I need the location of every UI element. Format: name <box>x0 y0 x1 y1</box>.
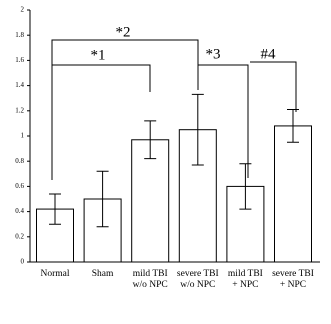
y-tick-label: 1 <box>21 132 25 140</box>
y-tick-label: 0.4 <box>15 207 24 215</box>
annotation: *1 <box>91 47 106 63</box>
error-bar <box>144 120 157 160</box>
y-tick-label: 1.4 <box>15 81 24 89</box>
y-tick-label: 0 <box>21 258 25 266</box>
y-tick-label: 0.8 <box>15 157 24 165</box>
y-tick-label: 1.6 <box>15 56 24 64</box>
error-bar <box>287 109 299 143</box>
y-tick-label: 0.2 <box>15 232 24 240</box>
bracket <box>51 39 199 180</box>
y-tick-label: 0.6 <box>15 182 24 190</box>
x-tick-label: severe TBI w/o NPC <box>176 269 219 290</box>
x-tick-label: severe TBI + NPC <box>272 269 314 290</box>
error-bar <box>49 193 61 225</box>
bar <box>226 185 265 263</box>
y-tick-label: 1.8 <box>15 31 24 39</box>
annotation: #4 <box>261 46 277 62</box>
x-tick-label: mild TBI w/o NPC <box>132 269 168 290</box>
brackets <box>51 39 297 180</box>
y-tick-label: 1.2 <box>15 106 24 114</box>
error-bar <box>239 163 252 210</box>
x-tick-label: Normal <box>40 269 70 279</box>
x-tick-label: mild TBI + NPC <box>227 269 263 290</box>
annotation: *3 <box>206 46 221 62</box>
x-tick-label: Sham <box>91 269 114 279</box>
bar <box>83 198 122 263</box>
bar <box>274 125 312 263</box>
bracket <box>250 61 297 112</box>
error-bar <box>191 93 204 166</box>
error-bar <box>96 170 109 228</box>
bracket <box>52 64 151 92</box>
y-tick-label: 2 <box>21 6 25 14</box>
bracket <box>198 64 249 178</box>
annotation: *2 <box>116 24 131 40</box>
